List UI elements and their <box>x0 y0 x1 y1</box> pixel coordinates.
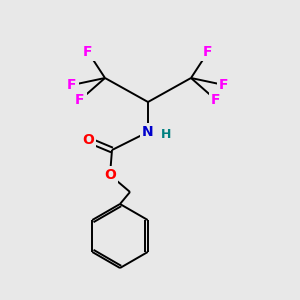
Text: H: H <box>161 128 171 142</box>
Text: F: F <box>75 93 85 107</box>
Text: F: F <box>67 78 77 92</box>
Text: N: N <box>142 125 154 139</box>
Text: F: F <box>83 45 93 59</box>
Text: F: F <box>203 45 213 59</box>
Text: O: O <box>104 168 116 182</box>
Text: F: F <box>219 78 229 92</box>
Text: F: F <box>211 93 221 107</box>
Text: O: O <box>82 133 94 147</box>
